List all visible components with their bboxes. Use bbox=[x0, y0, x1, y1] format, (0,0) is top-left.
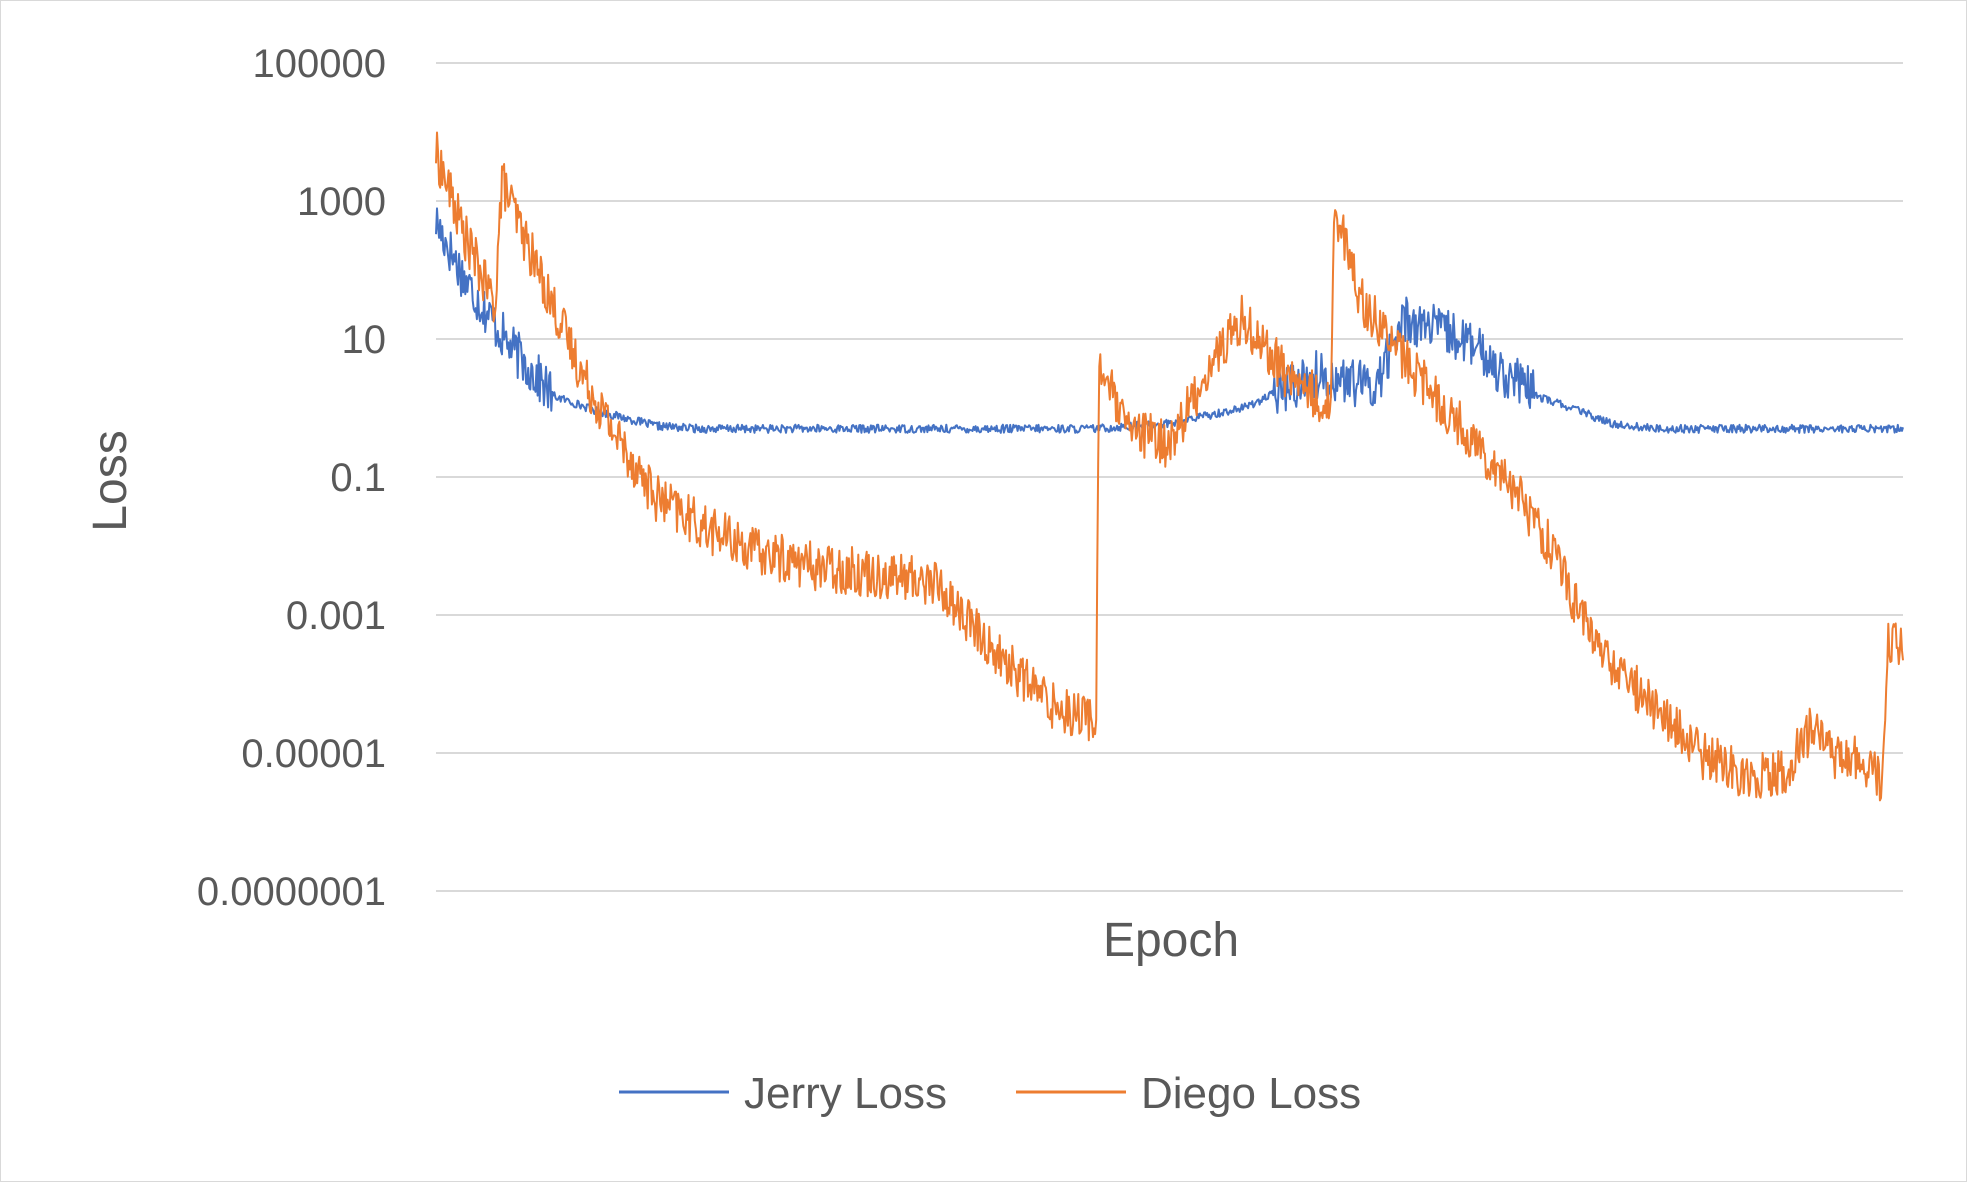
legend-label-diego-loss: Diego Loss bbox=[1141, 1069, 1361, 1118]
y-tick-label: 10 bbox=[342, 318, 387, 362]
series-line-jerry-loss bbox=[435, 207, 1904, 434]
y-tick-labels: 100000 1000 10 0.1 0.001 0.00001 0.0000001 bbox=[197, 42, 386, 914]
legend: Jerry Loss Diego Loss bbox=[619, 1069, 1361, 1118]
series-line-diego-loss bbox=[435, 131, 1904, 802]
series-layer bbox=[435, 131, 1904, 802]
y-axis-title: Loss bbox=[84, 430, 137, 531]
y-tick-label: 0.0000001 bbox=[197, 870, 386, 914]
x-axis-title: Epoch bbox=[1103, 914, 1239, 967]
y-tick-label: 1000 bbox=[297, 180, 386, 224]
gridlines bbox=[436, 62, 1903, 892]
y-tick-label: 0.001 bbox=[286, 594, 386, 638]
legend-label-jerry-loss: Jerry Loss bbox=[744, 1069, 947, 1118]
y-tick-label: 100000 bbox=[253, 42, 386, 86]
y-tick-label: 0.1 bbox=[330, 456, 386, 500]
y-tick-label: 0.00001 bbox=[241, 732, 386, 776]
